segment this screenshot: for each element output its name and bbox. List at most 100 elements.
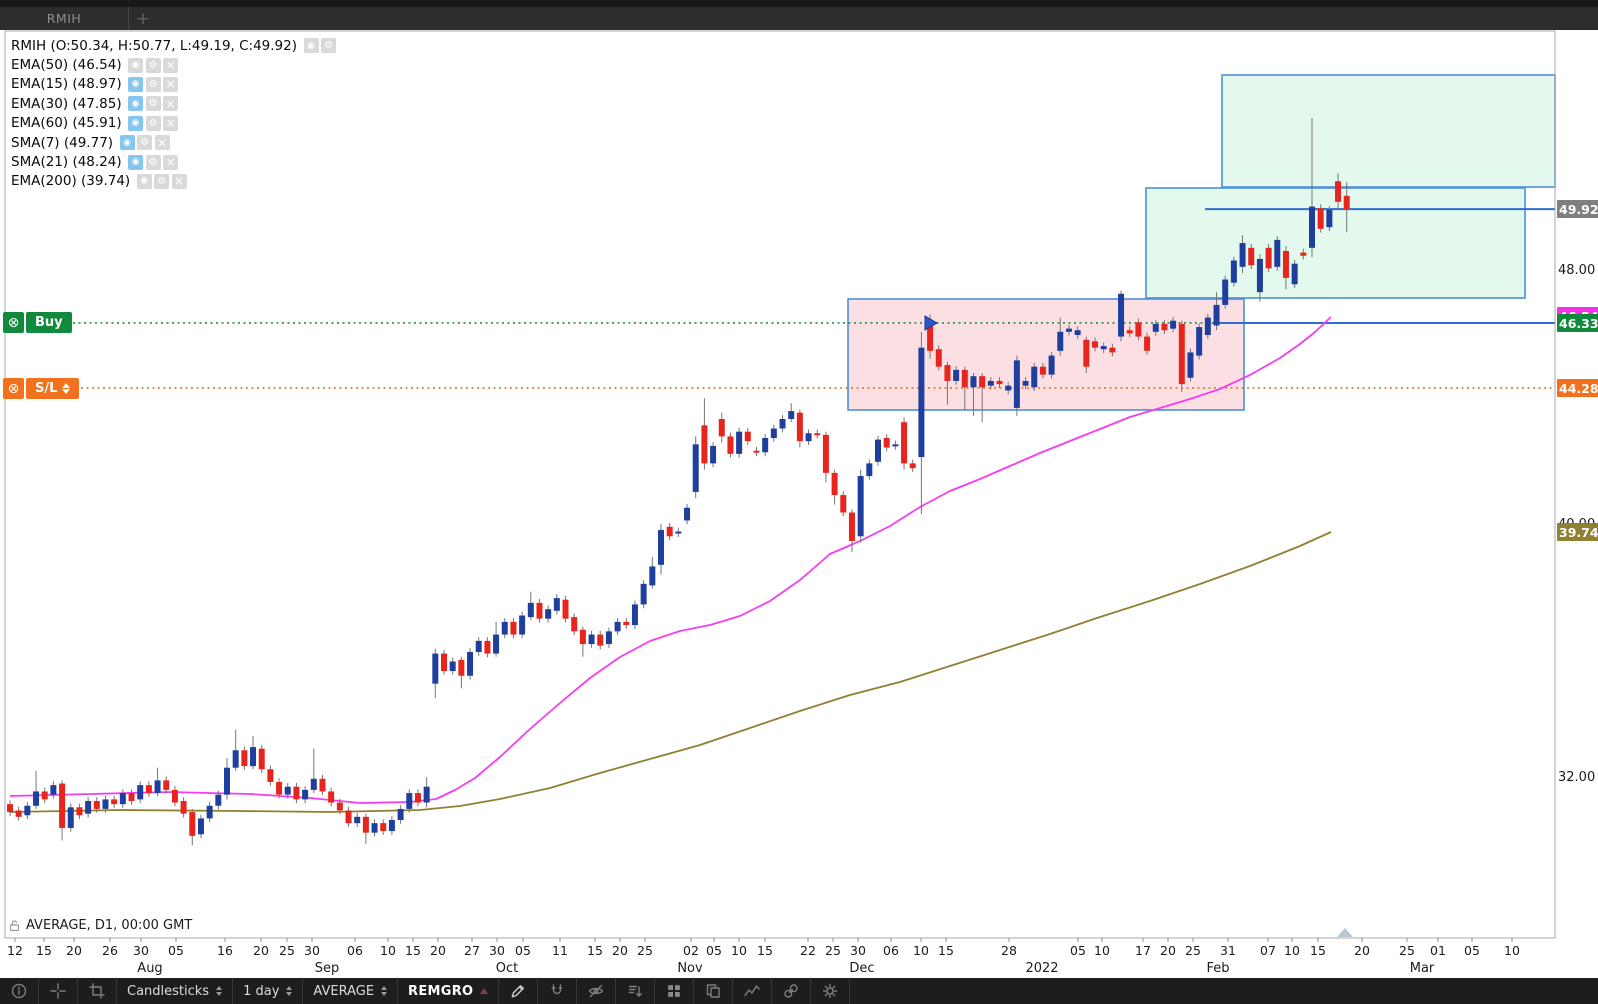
- chart-type-dropdown[interactable]: Candlesticks: [117, 978, 234, 1004]
- legend-row-label: EMA(200) (39.74): [11, 173, 131, 190]
- remove-indicator-icon[interactable]: ×: [163, 115, 179, 131]
- scroll-to-recent-marker[interactable]: [1337, 928, 1353, 937]
- legend-row: EMA(60) (45.91) ◉ ⚙ ×: [11, 114, 336, 133]
- grid-layout-icon: [665, 982, 683, 1000]
- settings-gear-icon[interactable]: ⚙: [145, 76, 161, 92]
- stop-loss-adjust-arrows[interactable]: [62, 383, 71, 394]
- date-tick-label: 30: [133, 943, 149, 958]
- magnet-icon: [548, 982, 566, 1000]
- date-tick-label: 25: [637, 943, 653, 958]
- hide-drawings-icon[interactable]: [577, 978, 617, 1004]
- date-tick-label: 05: [1464, 943, 1480, 958]
- date-tick-label: 26: [102, 943, 118, 958]
- lock-icon[interactable]: [8, 919, 21, 932]
- remove-indicator-icon[interactable]: ×: [171, 173, 187, 189]
- date-tick-label: 20: [430, 943, 446, 958]
- settings-gear-icon[interactable]: ⚙: [137, 135, 153, 151]
- stop-loss-label[interactable]: S/L: [26, 378, 80, 399]
- new-tab-button[interactable]: +: [135, 8, 151, 29]
- supply-zone-lower[interactable]: [1145, 187, 1526, 299]
- month-label: Nov: [677, 961, 703, 976]
- remove-indicator-icon[interactable]: ×: [154, 135, 170, 151]
- info-icon[interactable]: [0, 978, 39, 1004]
- supply-zone-upper[interactable]: [1221, 74, 1556, 188]
- legend-row: RMIH (O:50.34, H:50.77, L:49.19, C:49.92…: [11, 36, 337, 55]
- dropdown-selector-icon: [381, 986, 388, 996]
- price-axis-label: 48.00: [1558, 262, 1596, 278]
- chart-frame: [4, 30, 1556, 939]
- price-axis-chip: 46.33: [1557, 314, 1598, 332]
- cancel-stop-loss-icon[interactable]: ⊗: [3, 378, 24, 399]
- visibility-eye-icon[interactable]: ◉: [128, 115, 144, 131]
- price-axis-label: 32.00: [1558, 769, 1596, 785]
- sort-icon[interactable]: [616, 978, 656, 1004]
- legend-row: SMA(21) (48.24) ◉ ⚙ ×: [11, 152, 336, 171]
- cancel-buy-icon[interactable]: ⊗: [3, 312, 24, 333]
- settings-gear-icon[interactable]: ⚙: [321, 38, 337, 54]
- stop-loss-tag[interactable]: ⊗ S/L: [3, 378, 80, 399]
- month-label: Feb: [1206, 961, 1230, 976]
- link-icon: [782, 982, 800, 1000]
- date-tick-label: 31: [1220, 943, 1236, 958]
- remove-indicator-icon[interactable]: ×: [163, 154, 179, 170]
- date-tick-label: 22: [800, 943, 816, 958]
- visibility-eye-icon[interactable]: ◉: [136, 173, 152, 189]
- buy-order-tag[interactable]: ⊗ Buy: [3, 312, 72, 333]
- pages-icon[interactable]: [694, 978, 734, 1004]
- settings-gear-icon[interactable]: ⚙: [145, 96, 161, 112]
- date-tick-label: 01: [1430, 943, 1446, 958]
- price-axis-chip: 44.28: [1557, 379, 1598, 397]
- visibility-eye-icon[interactable]: ◉: [128, 57, 144, 73]
- pencil-icon[interactable]: [499, 978, 539, 1004]
- magnet-icon[interactable]: [538, 978, 578, 1004]
- settings-gear-icon[interactable]: ⚙: [154, 173, 170, 189]
- timeframe-dropdown[interactable]: 1 day: [233, 978, 304, 1004]
- link-icon[interactable]: [772, 978, 812, 1004]
- tab-rmih[interactable]: RMIH: [0, 7, 129, 30]
- month-label: Aug: [137, 961, 163, 976]
- visibility-eye-icon[interactable]: ◉: [128, 76, 144, 92]
- month-label: Sep: [314, 961, 340, 976]
- status-line: AVERAGE, D1, 00:00 GMT: [8, 918, 192, 933]
- month-label: Dec: [849, 961, 875, 976]
- price-axis-chip: 49.92: [1557, 200, 1598, 218]
- remove-indicator-icon[interactable]: ×: [163, 96, 179, 112]
- date-tick-label: 15: [1310, 943, 1326, 958]
- sort-icon: [626, 982, 644, 1000]
- date-tick-label: 25: [1185, 943, 1201, 958]
- visibility-eye-icon[interactable]: ◉: [303, 38, 319, 54]
- status-text: AVERAGE, D1, 00:00 GMT: [26, 918, 193, 933]
- grid-layout-icon[interactable]: [655, 978, 695, 1004]
- date-tick-label: 11: [552, 943, 568, 958]
- visibility-eye-icon[interactable]: ◉: [119, 135, 135, 151]
- settings-gear-icon[interactable]: ⚙: [145, 57, 161, 73]
- date-tick-label: 20: [1354, 943, 1370, 958]
- gear-icon[interactable]: [811, 978, 851, 1004]
- crosshair-icon: [49, 982, 67, 1000]
- pages-icon: [704, 982, 722, 1000]
- hide-drawings-icon: [587, 982, 605, 1000]
- settings-gear-icon[interactable]: ⚙: [145, 154, 161, 170]
- buy-order-label[interactable]: Buy: [26, 312, 72, 333]
- crop-icon[interactable]: [78, 978, 117, 1004]
- date-tick-label: 12: [7, 943, 23, 958]
- legend-row-label: SMA(21) (48.24): [11, 154, 122, 171]
- instrument-button[interactable]: REMGRO: [398, 978, 500, 1004]
- remove-indicator-icon[interactable]: ×: [163, 57, 179, 73]
- visibility-eye-icon[interactable]: ◉: [128, 154, 144, 170]
- date-tick-label: 05: [515, 943, 531, 958]
- demand-zone[interactable]: [847, 298, 1245, 411]
- date-tick-label: 07: [1260, 943, 1276, 958]
- month-label: Mar: [1409, 961, 1435, 976]
- visibility-eye-icon[interactable]: ◉: [128, 96, 144, 112]
- symbol-dropdown[interactable]: AVERAGE: [303, 978, 399, 1004]
- remove-indicator-icon[interactable]: ×: [163, 76, 179, 92]
- settings-gear-icon[interactable]: ⚙: [145, 115, 161, 131]
- legend-row: EMA(15) (48.97) ◉ ⚙ ×: [11, 75, 336, 94]
- crosshair-icon[interactable]: [39, 978, 78, 1004]
- legend-row: EMA(200) (39.74) ◉ ⚙ ×: [11, 172, 336, 191]
- ma-line-ema50: [9, 316, 1332, 804]
- line-chart-icon[interactable]: [733, 978, 773, 1004]
- price-axis-chip: 39.74: [1557, 523, 1598, 541]
- date-tick-label: 25: [1399, 943, 1415, 958]
